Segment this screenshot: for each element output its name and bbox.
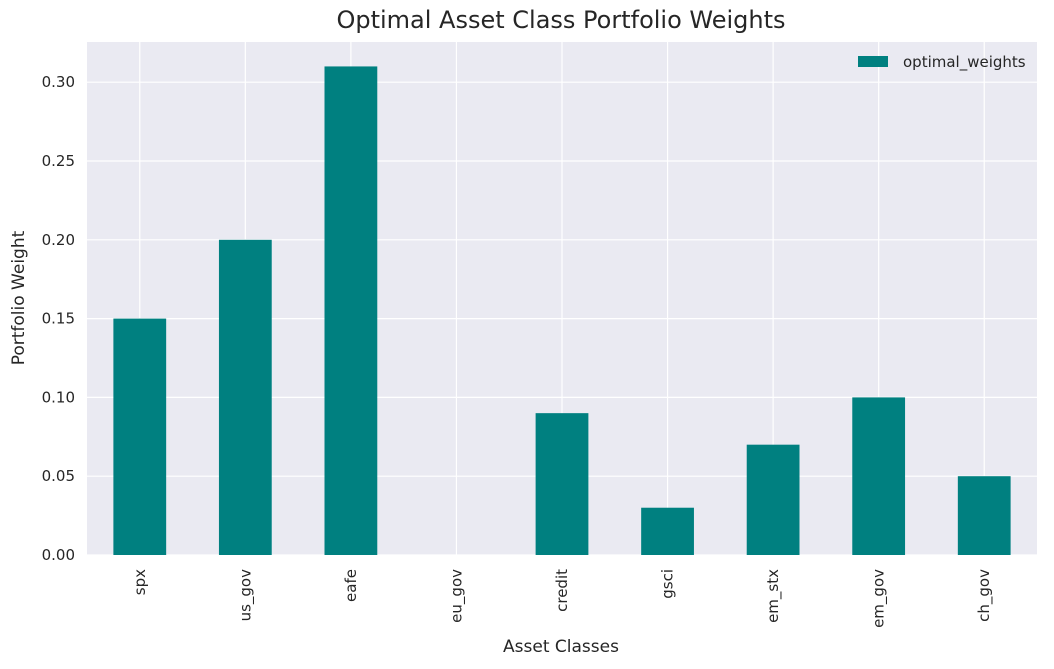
bar-eafe bbox=[324, 66, 378, 555]
y-tick-label: 0.20 bbox=[42, 231, 75, 249]
chart-title: Optimal Asset Class Portfolio Weights bbox=[336, 6, 785, 34]
x-tick-label: ch_gov bbox=[975, 569, 994, 622]
y-tick-labels: 0.00 0.05 0.10 0.15 0.20 0.25 0.30 bbox=[42, 73, 75, 564]
bar-gsci bbox=[641, 507, 694, 555]
y-tick-label: 0.00 bbox=[42, 546, 75, 564]
x-tick-label: gsci bbox=[659, 569, 677, 599]
x-axis-label: Asset Classes bbox=[503, 637, 619, 657]
y-tick-label: 0.15 bbox=[42, 310, 75, 328]
legend-swatch bbox=[858, 56, 888, 67]
y-tick-label: 0.25 bbox=[42, 152, 75, 170]
bar-ch_gov bbox=[957, 476, 1011, 555]
x-tick-label: em_stx bbox=[764, 569, 783, 623]
x-tick-labels: spx us_gov eafe eu_gov credit gsci em_stx em_go… bbox=[131, 569, 994, 628]
x-tick-label: spx bbox=[131, 569, 149, 595]
bar-em_gov bbox=[852, 397, 906, 555]
bar-spx bbox=[113, 318, 167, 555]
legend-label: optimal_weights bbox=[903, 53, 1026, 72]
y-tick-label: 0.05 bbox=[42, 467, 75, 485]
x-tick-label: credit bbox=[553, 569, 571, 612]
bar-us_gov bbox=[218, 239, 272, 555]
y-tick-label: 0.30 bbox=[42, 73, 75, 91]
x-tick-label: em_gov bbox=[870, 569, 889, 628]
bars bbox=[113, 66, 1011, 555]
bar-em_stx bbox=[746, 444, 800, 555]
legend: optimal_weights bbox=[858, 53, 1026, 72]
x-tick-label: us_gov bbox=[236, 569, 255, 622]
x-tick-label: eafe bbox=[342, 569, 360, 602]
bar-credit bbox=[535, 413, 589, 555]
y-tick-label: 0.10 bbox=[42, 388, 75, 406]
x-tick-label: eu_gov bbox=[447, 569, 466, 623]
y-axis-label: Portfolio Weight bbox=[9, 230, 29, 365]
